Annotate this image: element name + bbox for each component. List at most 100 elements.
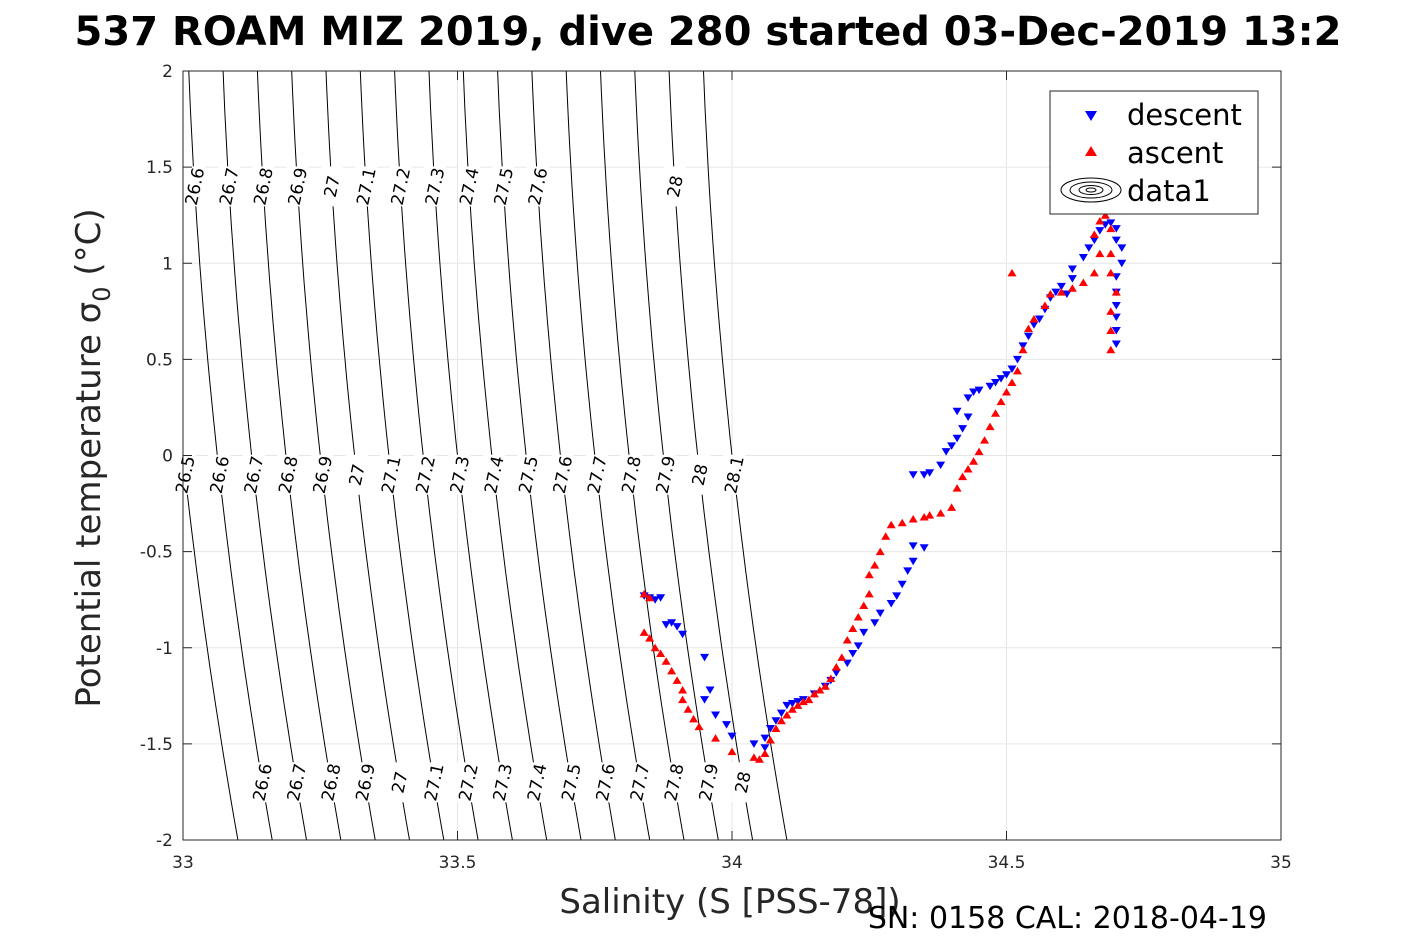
contour-label-gap — [585, 454, 608, 495]
descent-point — [661, 621, 671, 629]
ascent-point — [1106, 224, 1116, 233]
descent-point — [1007, 365, 1017, 373]
ascent-point — [678, 695, 688, 704]
descent-point — [678, 630, 688, 639]
ascent-point — [1095, 249, 1105, 258]
descent-point — [892, 592, 902, 600]
descent-point — [952, 407, 962, 416]
descent-point — [925, 469, 935, 477]
descent-point — [908, 471, 918, 479]
contour-label-gap — [286, 166, 309, 207]
ascent-point — [1040, 301, 1050, 310]
descent-point — [656, 594, 666, 602]
ascent-point — [1067, 284, 1077, 292]
descent-point — [870, 619, 880, 627]
ascent-point — [689, 714, 699, 723]
ascent-point — [958, 472, 968, 481]
x-tick-label: 33 — [172, 853, 194, 873]
ascent-point — [848, 624, 858, 633]
descent-point — [908, 557, 918, 566]
y-tick-label: 0.5 — [146, 350, 173, 370]
descent-point — [1056, 282, 1066, 291]
ascent-point — [1078, 278, 1088, 286]
ascent-point — [936, 509, 946, 517]
ascent-point — [1106, 249, 1116, 258]
descent-point — [941, 448, 951, 456]
descent-point — [650, 596, 660, 604]
descent-point — [1106, 219, 1116, 227]
descent-point — [1023, 332, 1033, 341]
ascent-point — [864, 570, 874, 579]
descent-point — [705, 686, 715, 695]
ascent-point — [711, 734, 721, 742]
ascent-point — [980, 436, 990, 444]
x-axis-label: Salinity (S [PSS-78]) — [559, 882, 900, 922]
ascent-point — [760, 749, 770, 757]
contour-label-gap — [354, 762, 377, 803]
contour-label-gap — [311, 454, 334, 495]
contour-label-gap — [723, 454, 746, 495]
ascent-point — [881, 532, 891, 540]
x-tick-label: 34.5 — [988, 853, 1026, 873]
ascent-point — [754, 755, 764, 763]
data-points — [639, 211, 1127, 763]
descent-point — [919, 544, 929, 552]
descent-point — [765, 724, 775, 733]
contour-label-gap — [208, 454, 231, 495]
y-axis-label: Potential temperature σ0 (°C) — [69, 208, 116, 707]
ascent-point — [925, 511, 935, 519]
descent-point — [1034, 315, 1044, 324]
ascent-point — [859, 601, 869, 609]
contour-label-gap — [183, 166, 206, 207]
descent-point — [771, 717, 781, 725]
descent-point — [952, 434, 962, 443]
descent-point — [919, 471, 929, 479]
ascent-point — [947, 503, 957, 511]
descent-point — [1111, 313, 1121, 322]
contour-label-gap — [526, 166, 549, 207]
ascent-point — [1106, 345, 1116, 354]
descent-point — [963, 413, 973, 422]
ascent-point — [908, 514, 918, 523]
contour-label-gap — [422, 762, 445, 803]
y-tick-label: -2 — [156, 831, 173, 851]
ascent-point — [974, 447, 984, 456]
descent-point — [886, 600, 896, 608]
descent-point — [958, 425, 968, 433]
descent-point — [1095, 227, 1105, 235]
ascent-point — [765, 736, 775, 744]
ascent-point — [678, 686, 688, 694]
descent-point — [1062, 290, 1072, 299]
descent-point — [1111, 340, 1121, 348]
ascent-point — [782, 711, 792, 719]
x-tick-label: 34 — [721, 853, 743, 873]
contour-label-gap — [217, 166, 240, 207]
density-contour-labels: 26.6 26.7 26.8 26.9 27 27.1 27.2 27.3 27.4 27.5 27… — [172, 166, 755, 803]
y-tick-label: 1 — [162, 254, 173, 274]
ascent-point — [864, 589, 874, 598]
contour-label-gap — [491, 762, 514, 803]
contour-label-gap — [628, 762, 651, 803]
contour-label-gap — [388, 762, 411, 803]
descent-point — [760, 734, 770, 743]
ascent-point — [1095, 216, 1105, 225]
density-contour-label: 27 — [346, 462, 370, 487]
legend: descent ascent data1 — [1049, 90, 1259, 215]
ascent-point — [985, 422, 995, 431]
x-axis-ticks: 33 33.5 34 34.5 35 — [172, 71, 1292, 873]
contour-label-gap — [457, 762, 480, 803]
contour-label-gap — [654, 454, 677, 495]
descent-point — [947, 442, 957, 450]
contour-label-gap — [252, 166, 275, 207]
ascent-point — [661, 657, 671, 665]
descent-point — [1111, 225, 1121, 233]
ascent-point — [645, 634, 655, 642]
ascent-point — [650, 643, 660, 652]
density-contour-label: 28 — [689, 462, 713, 487]
y-axis-ticks: 2 1.5 1 0.5 0 -0.5 -1 -1.5 -2 — [140, 62, 1281, 851]
descent-point — [776, 709, 786, 718]
descent-point — [831, 669, 841, 677]
contour-label-gap — [458, 166, 481, 207]
descent-point — [991, 378, 1001, 387]
ascent-point — [952, 484, 962, 492]
